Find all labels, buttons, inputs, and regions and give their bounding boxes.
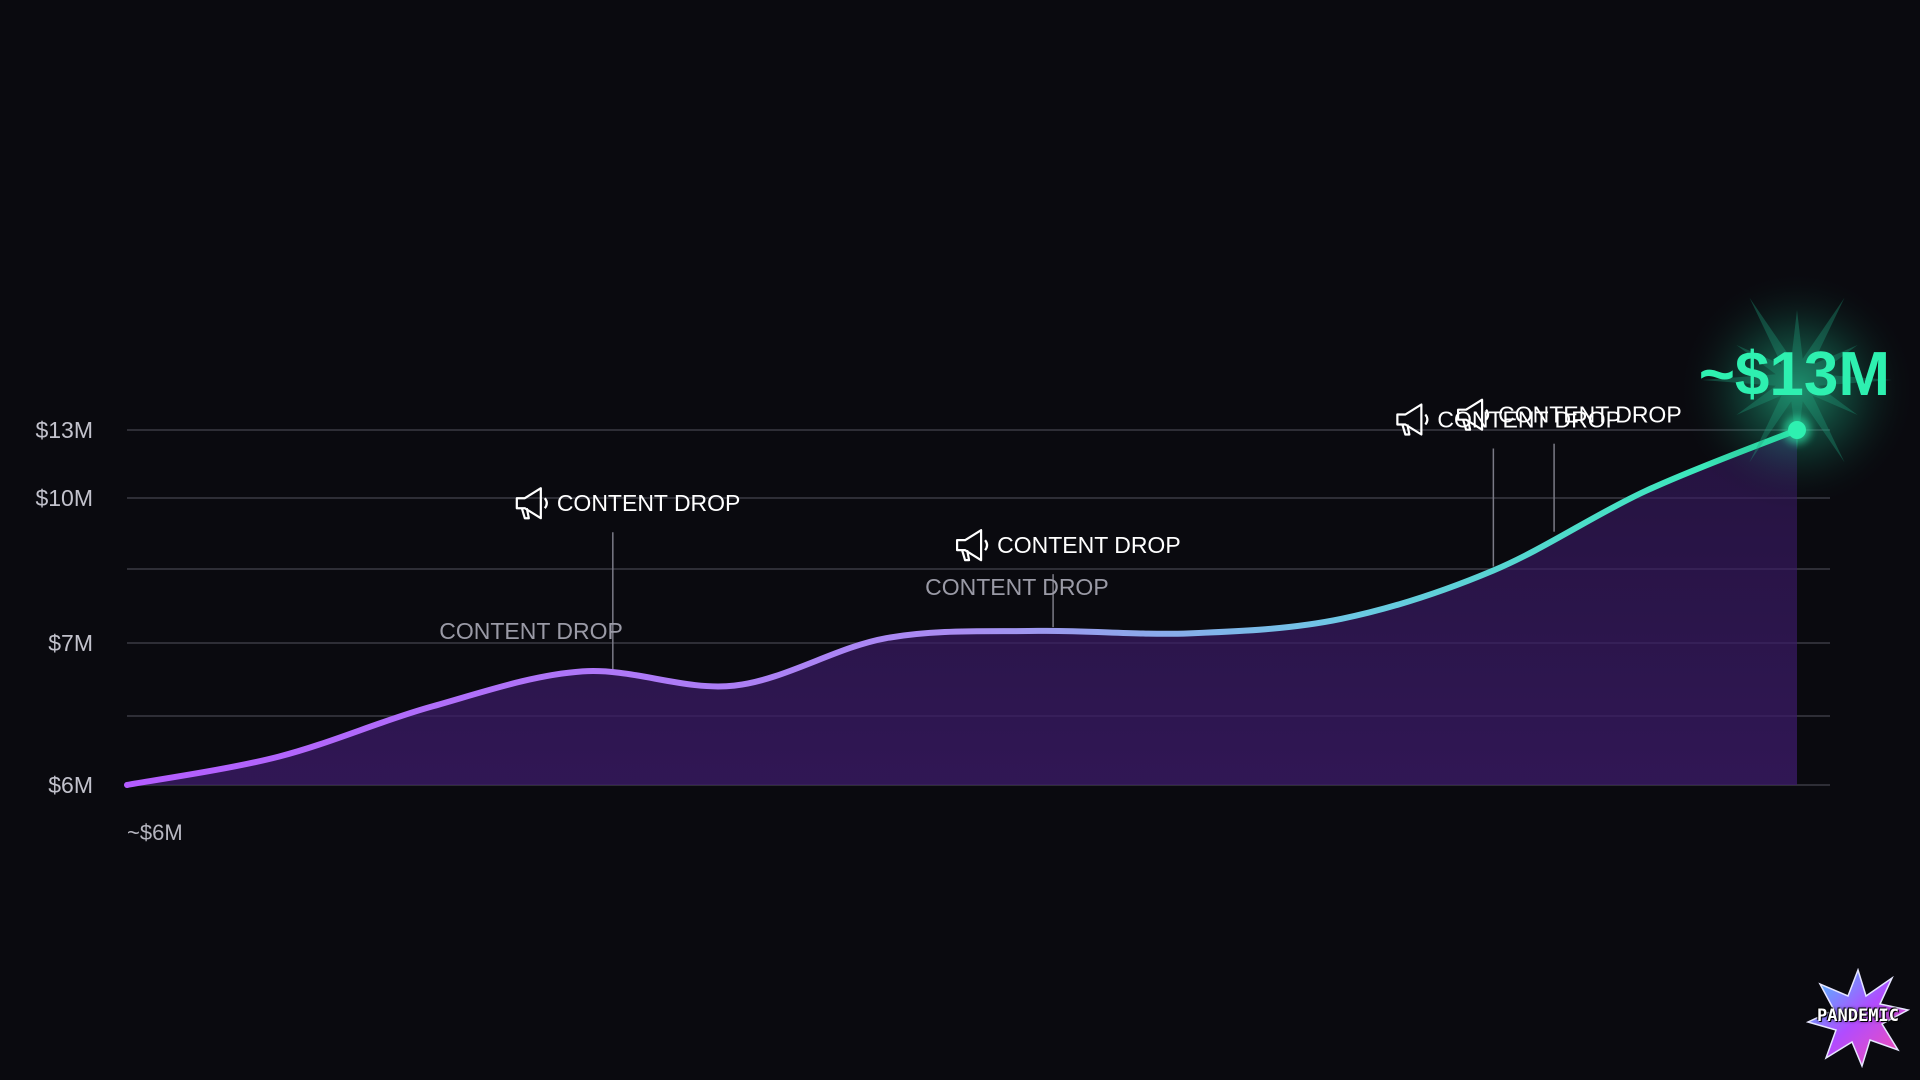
end-value-label: ~$13M [1699,340,1890,409]
megaphone-icon [1456,398,1490,431]
annotation-ghost-label: CONTENT DROP [439,618,623,644]
logo-text: PANDEMIC [1817,1006,1899,1026]
y-tick-label: $7M [48,630,93,656]
series-line-path [124,427,1800,788]
annotation-ghost-label: CONTENT DROP [925,574,1109,600]
megaphone-handle [520,507,530,520]
start-value-label: ~$6M [127,820,183,845]
area-fill-shape [127,430,1797,785]
end-dot [1788,421,1806,439]
megaphone-handle [961,549,971,562]
megaphone-icon [955,529,989,562]
series-line [124,427,1800,788]
megaphone-wave [984,539,989,551]
y-tick-label: $13M [35,417,93,443]
y-axis-ticks: $6M $7M $10M $13M [35,417,93,798]
megaphone-wave [543,497,548,509]
area-fill [127,430,1797,785]
y-tick-label: $6M [48,772,93,798]
megaphone-icon [1396,403,1429,436]
annotation-label: CONTENT DROP [557,490,741,516]
pandemic-logo: PANDEMIC [1805,967,1911,1069]
annotation-label: CONTENT DROP [1498,402,1682,428]
megaphone-wave [1485,409,1490,421]
megaphone-body [1456,398,1484,431]
megaphone-body [955,529,983,562]
logo-star-icon [1805,967,1911,1069]
end-burst [1702,297,1892,463]
megaphone-wave [1424,413,1429,426]
megaphone-body [1396,403,1423,436]
megaphone-icon [515,487,548,520]
y-tick-label: $10M [35,485,93,511]
megaphone-handle [1462,419,1472,431]
end-marker-group [1677,270,1917,510]
megaphone-body [515,487,542,520]
annotation-label: CONTENT DROP [997,532,1181,558]
end-glow [1677,270,1917,510]
megaphone-handle [1401,424,1411,436]
annotation-label: CONTENT DROP [1437,407,1621,433]
